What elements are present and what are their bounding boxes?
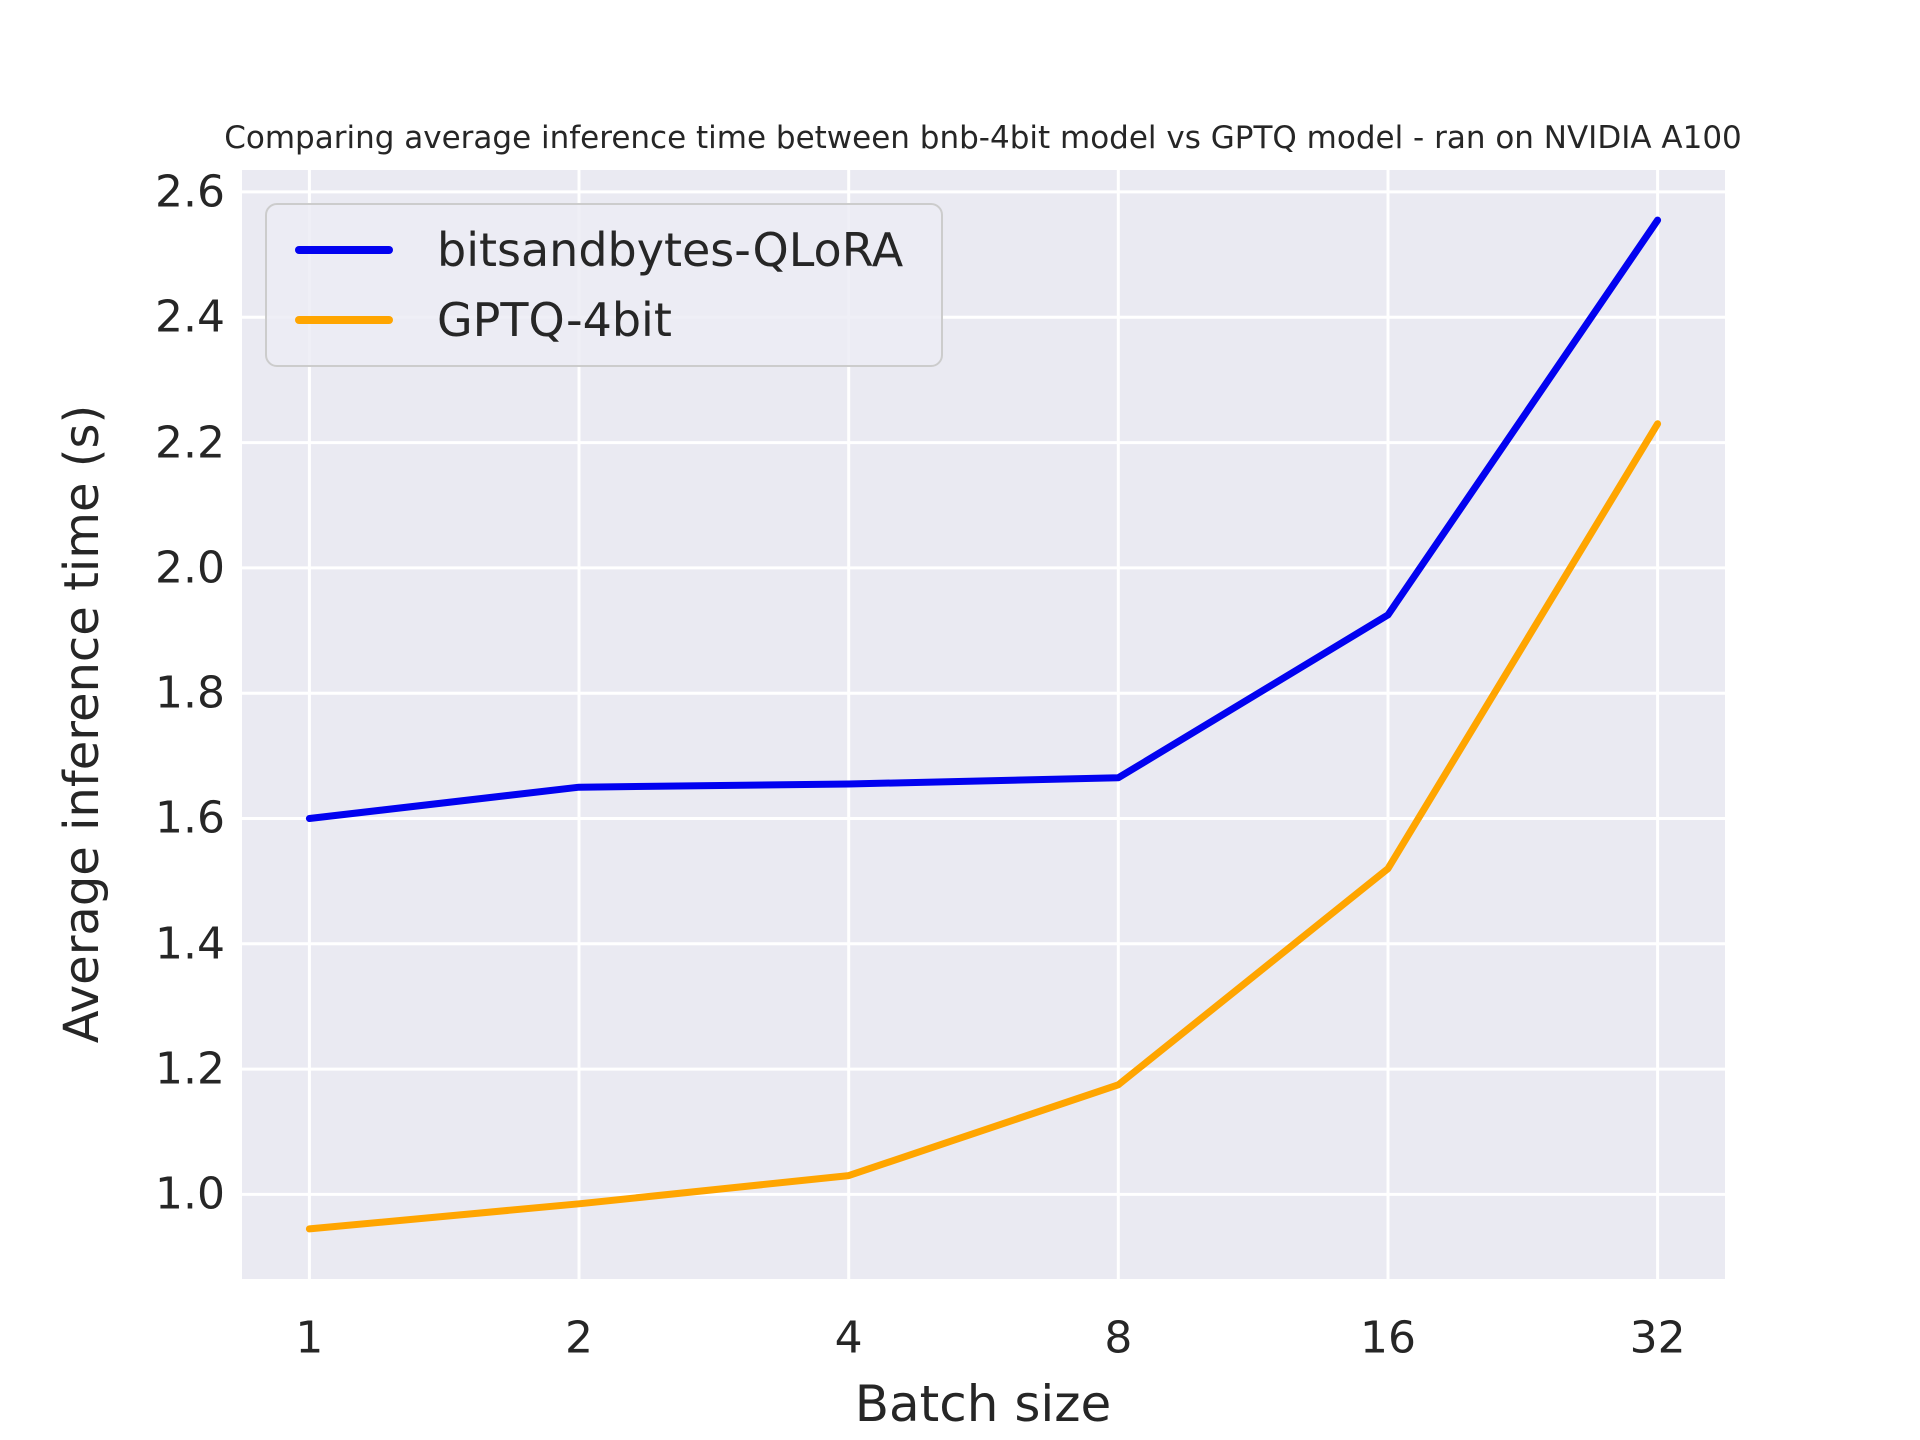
legend-item-bitsandbytes-qlora: bitsandbytes-QLoRA bbox=[295, 227, 903, 273]
y-tick-label: 1.6 bbox=[155, 792, 225, 844]
legend-label-bitsandbytes-qlora: bitsandbytes-QLoRA bbox=[437, 223, 904, 277]
y-tick-label: 1.4 bbox=[155, 918, 225, 970]
y-axis-label: Average inference time (s) bbox=[54, 404, 110, 1044]
y-tick-label: 2.4 bbox=[155, 291, 225, 343]
plot-area: bitsandbytes-QLoRA GPTQ-4bit bbox=[242, 170, 1725, 1279]
series-line-bitsandbytes-QLoRA bbox=[305, 216, 1662, 822]
x-tick-label: 32 bbox=[1629, 1312, 1686, 1364]
series-line-GPTQ-4bit bbox=[305, 420, 1662, 1233]
legend-swatch-gptq-4bit bbox=[295, 316, 393, 324]
x-axis-label: Batch size bbox=[854, 1375, 1112, 1433]
y-tick-label: 2.6 bbox=[155, 166, 225, 218]
y-tick-label: 2.0 bbox=[155, 542, 225, 594]
x-tick-label: 2 bbox=[565, 1312, 594, 1364]
legend-swatch-bitsandbytes-qlora bbox=[295, 246, 393, 254]
chart-title: Comparing average inference time between… bbox=[224, 120, 1742, 156]
x-tick-label: 4 bbox=[834, 1312, 863, 1364]
chart-canvas bbox=[242, 170, 1725, 1279]
legend-label-gptq-4bit: GPTQ-4bit bbox=[437, 293, 672, 347]
x-tick-label: 8 bbox=[1104, 1312, 1133, 1364]
y-tick-label: 2.2 bbox=[155, 417, 225, 469]
y-tick-label: 1.2 bbox=[155, 1043, 225, 1095]
y-tick-label: 1.0 bbox=[155, 1168, 225, 1220]
legend: bitsandbytes-QLoRA GPTQ-4bit bbox=[265, 203, 944, 367]
y-tick-label: 1.8 bbox=[155, 667, 225, 719]
x-tick-label: 1 bbox=[295, 1312, 324, 1364]
x-tick-label: 16 bbox=[1359, 1312, 1416, 1364]
legend-item-gptq-4bit: GPTQ-4bit bbox=[295, 297, 903, 343]
